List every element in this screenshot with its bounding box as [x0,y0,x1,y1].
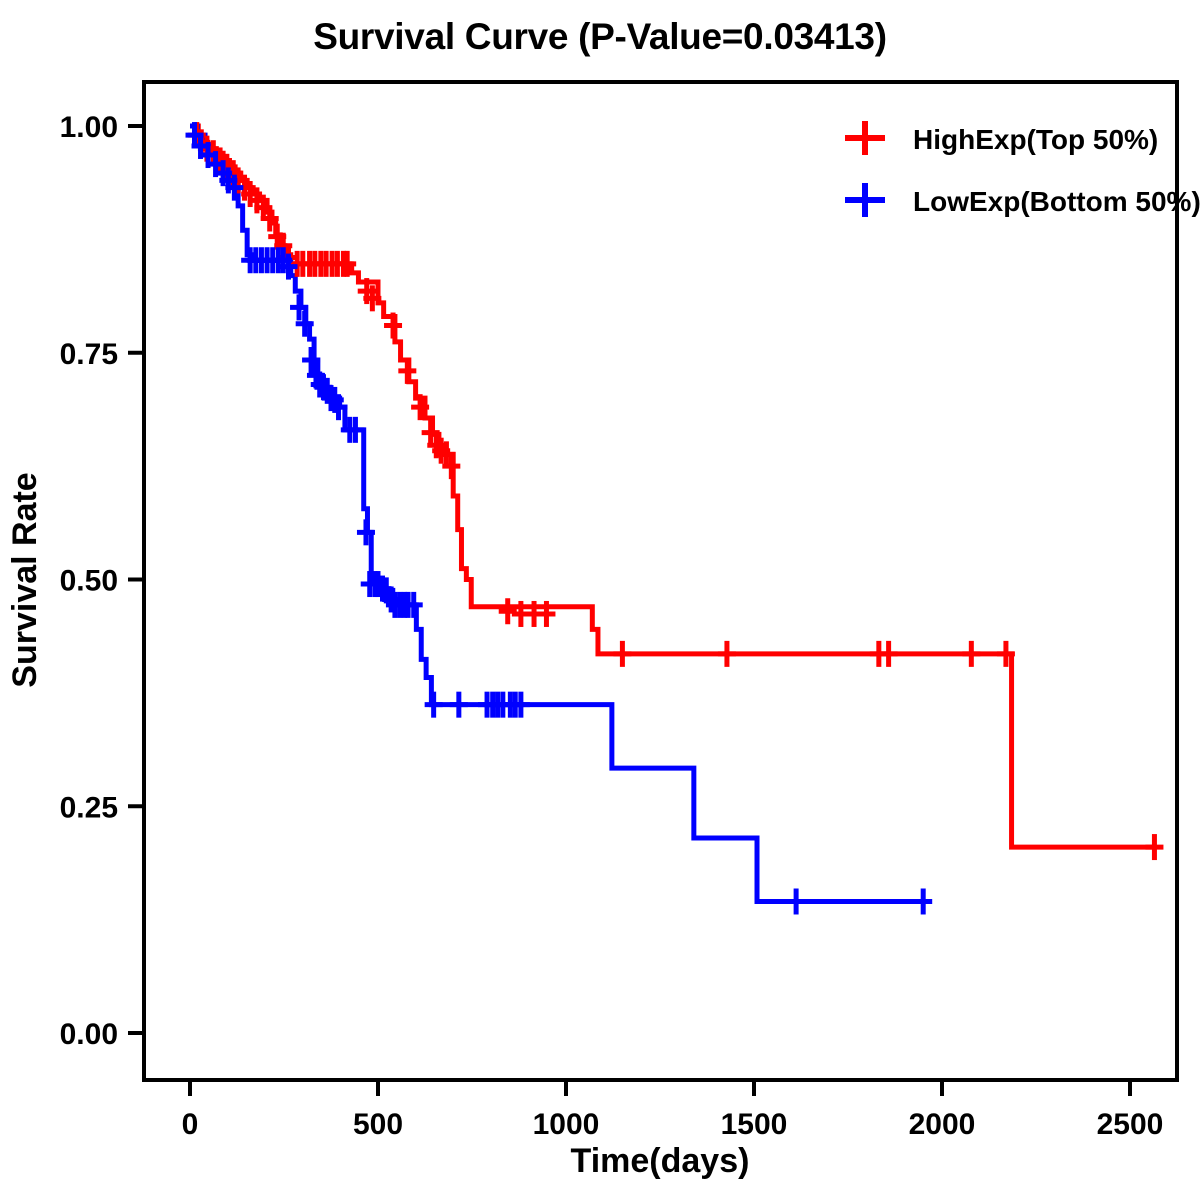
chart-legend: HighExp(Top 50%) LowExp(Bottom 50%) [845,121,1200,217]
x-tick-label: 1000 [533,1108,600,1141]
y-tick-label: 1.00 [60,111,118,144]
x-tick-label: 2500 [1097,1108,1164,1141]
legend-label: LowExp(Bottom 50%) [913,186,1200,217]
survival-curves [190,123,1155,904]
plot-frame [142,80,1179,1082]
y-tick-label: 0.00 [60,1018,118,1051]
chart-title: Survival Curve (P-Value=0.03413) [313,16,887,57]
survival-step-line [190,123,1155,850]
x-axis-title: Time(days) [571,1142,750,1180]
x-tick-label: 0 [182,1108,199,1141]
censor-marks [185,122,1164,915]
x-axis-ticks [188,1080,1132,1096]
survival-step-line [190,123,926,904]
y-tick-label: 0.50 [60,565,118,598]
y-tick-label: 0.25 [60,791,118,824]
x-axis-tick-labels: 0 500 1000 1500 2000 2500 [182,1108,1164,1141]
y-axis-tick-labels: 0.00 0.25 0.50 0.75 1.00 [60,111,118,1051]
x-tick-label: 2000 [909,1108,976,1141]
x-tick-label: 1500 [721,1108,788,1141]
legend-label: HighExp(Top 50%) [913,124,1158,155]
y-axis-title: Survival Rate [6,472,44,687]
y-axis-ticks [128,124,144,1035]
y-tick-label: 0.75 [60,338,118,371]
x-tick-label: 500 [353,1108,403,1141]
